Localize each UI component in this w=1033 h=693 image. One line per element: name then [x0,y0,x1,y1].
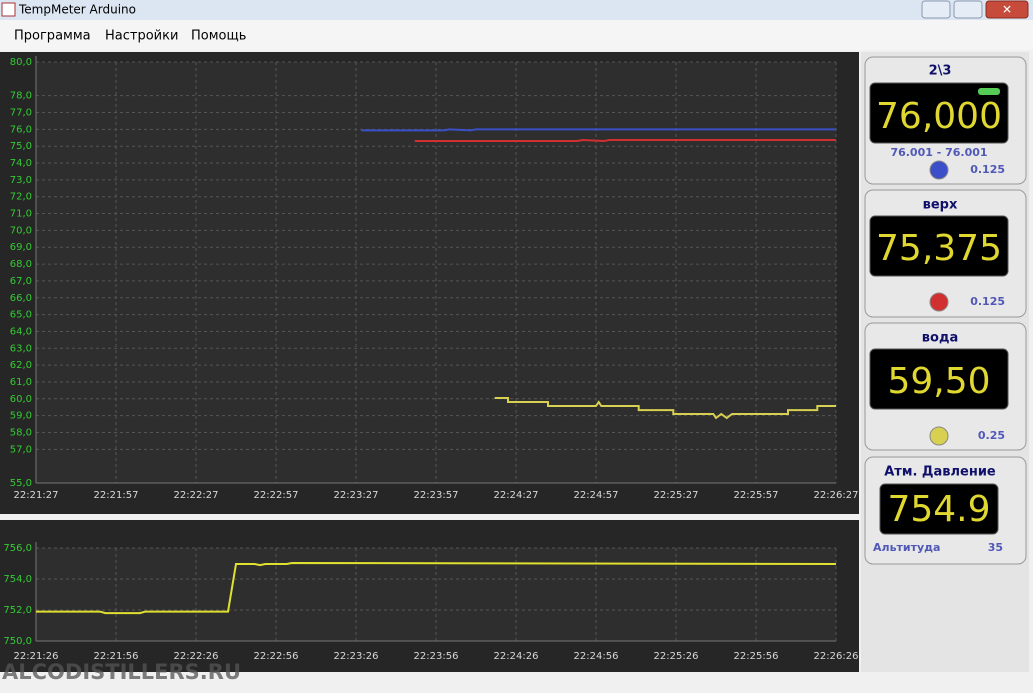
lcd [879,483,999,535]
menu-item[interactable]: Программа [14,29,91,44]
menu-item[interactable]: Помощь [191,29,246,44]
x-tick-label: 22:24:56 [574,651,619,662]
status-indicator [978,88,1000,95]
x-tick-label: 22:23:57 [414,490,459,501]
y-tick-label: 72,0 [10,192,32,203]
close-button[interactable] [985,0,1029,19]
x-tick-label: 22:25:27 [654,490,699,501]
menu-item[interactable]: Настройки [105,29,178,44]
maximize-button[interactable] [953,0,983,19]
x-tick-label: 22:24:27 [494,490,539,501]
sensor-title: вода [922,331,958,346]
sensor-range: 76.001 - 76.001 [890,146,987,159]
sensor-title: верх [923,198,958,213]
y-tick-label: 64,0 [10,326,32,337]
y-tick-label: 77,0 [10,108,32,119]
y-tick-label: 66,0 [10,293,32,304]
x-tick-label: 22:23:27 [334,490,379,501]
y-tick-label: 76,0 [10,124,32,135]
x-tick-label: 22:23:56 [414,651,459,662]
watermark: ALCODISTILLERS.RU [2,660,241,684]
y-tick-label: 67,0 [10,276,32,287]
y-tick-label: 57,0 [10,444,32,455]
sensor-color[interactable] [929,426,949,446]
series-line [494,397,836,420]
y-tick-label: 62,0 [10,360,32,371]
title-bar [0,0,1033,20]
x-tick-label: 22:25:26 [654,651,699,662]
sensor-value: 75,375 [876,228,1002,269]
y-tick-label: 75,0 [10,141,32,152]
lcd [869,82,1009,144]
y-tick-label: 752,0 [3,605,32,616]
altitude-value: 35 [988,541,1003,554]
y-tick-label: 60,0 [10,394,32,405]
y-tick-label: 63,0 [10,343,32,354]
window-title: TempMeter Arduino [18,3,136,17]
y-tick-label: 78,0 [10,91,32,102]
menu-bar [0,20,1033,50]
x-tick-label: 22:26:27 [814,490,859,501]
minimize-button[interactable] [921,0,951,19]
y-tick-label: 68,0 [10,259,32,270]
x-tick-label: 22:22:26 [174,651,219,662]
charts: 55,0 57,0 58,0 59,0 60,0 61,0 62,0 63,0 64,0 65,0… [3,56,858,662]
x-tick-label: 22:22:57 [254,490,299,501]
x-tick-label: 22:23:26 [334,651,379,662]
x-tick-label: 22:24:26 [494,651,539,662]
x-tick-label: 22:22:56 [254,651,299,662]
x-tick-label: 22:26:26 [814,651,859,662]
app-icon [1,2,16,17]
altitude-label: Альтитуда [873,541,940,554]
series-line [361,128,836,132]
y-tick-label: 55,0 [10,478,32,489]
x-tick-label: 22:24:57 [574,490,619,501]
y-tick-label: 59,0 [10,411,32,422]
sensor-value: 59,50 [887,361,990,402]
y-tick-label: 71,0 [10,209,32,220]
series-line [414,138,836,143]
lcd [869,215,1009,277]
y-tick-label: 58,0 [10,427,32,438]
y-tick-label: 74,0 [10,158,32,169]
x-tick-label: 22:21:57 [94,490,139,501]
y-tick-label: 65,0 [10,310,32,321]
x-tick-label: 22:25:57 [734,490,779,501]
x-tick-label: 22:22:27 [174,490,219,501]
sensor-step: 0.25 [978,429,1005,442]
x-tick-label: 22:25:56 [734,651,779,662]
x-tick-label: 22:21:26 [14,651,59,662]
series-line [36,561,837,615]
y-tick-label: 69,0 [10,242,32,253]
x-tick-label: 22:21:56 [94,651,139,662]
sensor-title: 2\3 [929,64,952,79]
sensor-value: 76,000 [876,96,1002,137]
y-tick-label: 80,0 [10,57,32,68]
pressure-title: Атм. Давление [884,465,996,480]
sensor-color[interactable] [929,292,949,312]
close-icon: ✕ [1002,3,1012,17]
y-tick-label: 70,0 [10,225,32,236]
sensor-step: 0.125 [970,163,1005,176]
x-tick-label: 22:21:27 [14,490,59,501]
sensor-color[interactable] [929,160,949,180]
y-tick-label: 73,0 [10,175,32,186]
sensor-step: 0.125 [970,295,1005,308]
lcd [869,348,1009,410]
y-tick-label: 754,0 [3,574,32,585]
y-tick-label: 750,0 [3,636,32,647]
y-tick-label: 61,0 [10,377,32,388]
y-tick-label: 756,0 [3,543,32,554]
pressure-value: 754.9 [887,489,990,530]
